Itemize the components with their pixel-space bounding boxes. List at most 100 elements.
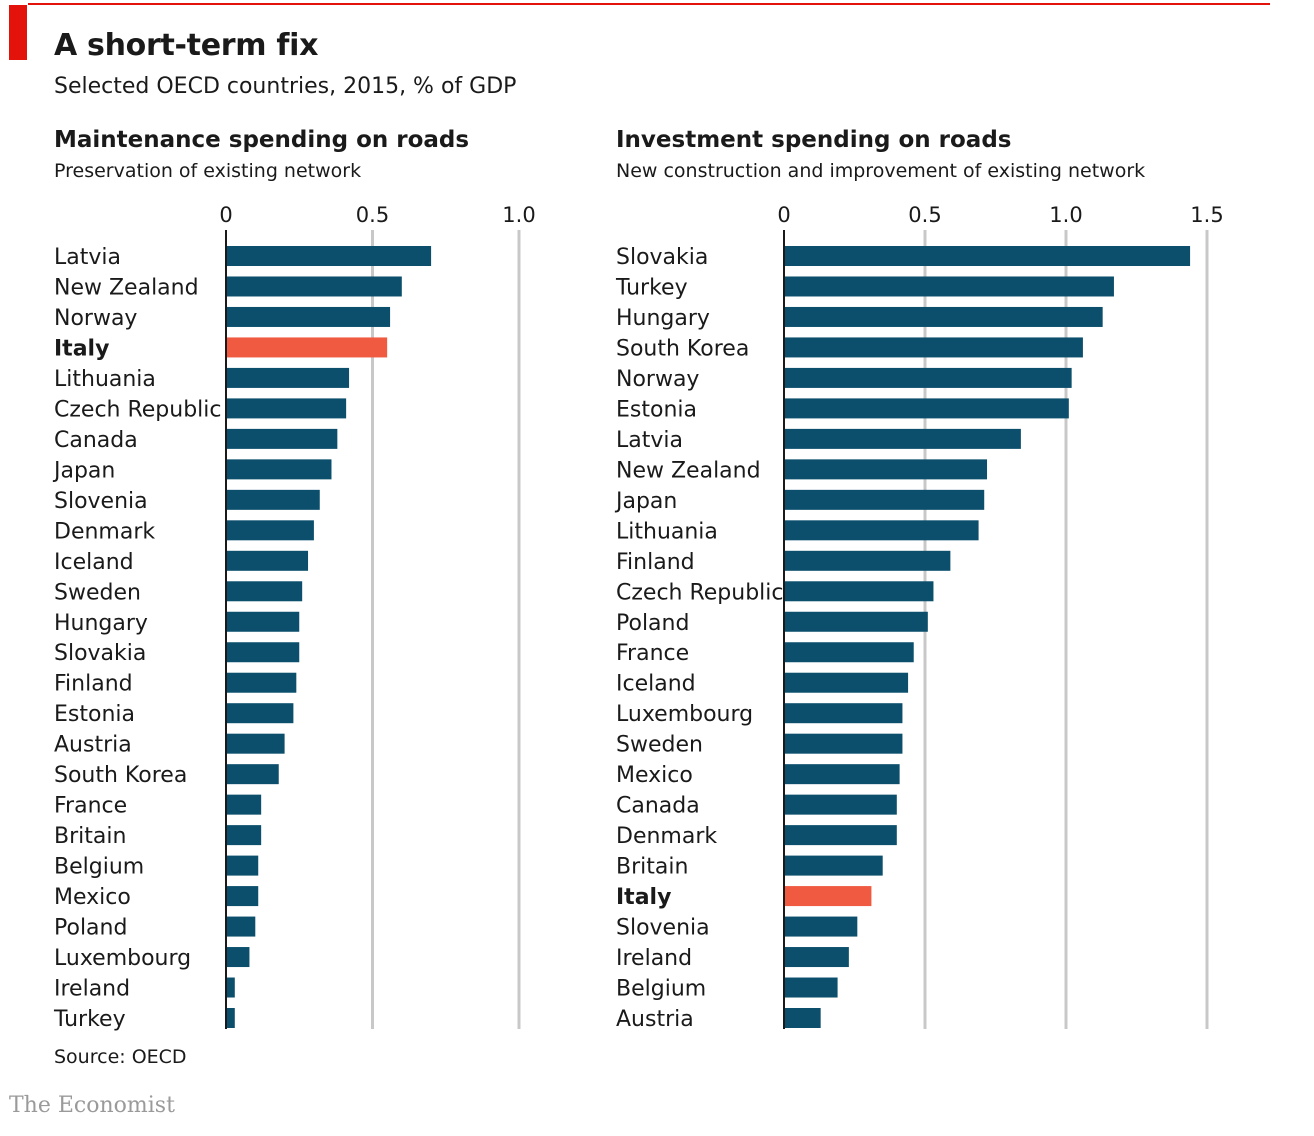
bar-turkey xyxy=(226,1008,235,1028)
category-label: Norway xyxy=(616,367,699,392)
bar-mexico xyxy=(784,764,900,785)
bar-italy xyxy=(784,886,872,907)
bar-canada xyxy=(784,794,897,815)
category-label: Canada xyxy=(616,794,700,819)
chart-subtitle: Selected OECD countries, 2015, % of GDP xyxy=(54,74,517,99)
category-label: Japan xyxy=(614,489,677,514)
category-label: Slovenia xyxy=(616,916,710,941)
category-label: Denmark xyxy=(616,824,717,849)
category-label: Lithuania xyxy=(616,519,718,544)
category-label: Czech Republic xyxy=(54,397,222,422)
category-label: South Korea xyxy=(54,763,187,788)
bar-slovenia xyxy=(226,489,320,510)
category-label: Lithuania xyxy=(54,367,156,392)
category-label: Denmark xyxy=(54,519,155,544)
bar-britain xyxy=(226,825,262,846)
category-label: Finland xyxy=(616,550,695,575)
category-label: Britain xyxy=(54,824,126,849)
bar-italy xyxy=(226,337,388,358)
category-label: New Zealand xyxy=(54,275,199,300)
right-panel-title: Investment spending on roads xyxy=(616,127,1012,153)
bar-japan xyxy=(784,489,985,510)
bar-sweden xyxy=(784,733,903,754)
x-tick-label: 1.0 xyxy=(502,203,535,227)
bar-denmark xyxy=(226,520,314,541)
bar-sweden xyxy=(226,581,303,602)
category-label: Mexico xyxy=(616,763,693,788)
category-label: Mexico xyxy=(54,885,131,910)
x-tick-label: 1.0 xyxy=(1049,203,1082,227)
bar-britain xyxy=(784,855,883,876)
category-label: Turkey xyxy=(615,275,688,300)
bar-new-zealand xyxy=(784,459,988,480)
category-label: Estonia xyxy=(54,702,135,727)
investment-bar-chart: 0 0.5 1.0 1.5 Slovakia Turkey Hungary South Kor… xyxy=(614,203,1224,1032)
x-tick-label: 0 xyxy=(777,203,790,227)
bar-slovenia xyxy=(784,916,858,937)
bar-mexico xyxy=(226,886,259,907)
category-label: Turkey xyxy=(53,1007,126,1032)
category-label: Sweden xyxy=(616,733,703,758)
category-label: Poland xyxy=(54,916,127,941)
bar-estonia xyxy=(784,398,1069,419)
bar-finland xyxy=(784,550,951,571)
bar-estonia xyxy=(226,703,294,724)
category-label: Canada xyxy=(54,428,138,453)
category-label: Slovenia xyxy=(54,489,148,514)
category-label: Ireland xyxy=(54,977,130,1002)
maintenance-bar-chart: 0 0.5 1.0 Latvia New Zealand Norway Italy Lithu… xyxy=(52,203,536,1032)
bar-austria xyxy=(784,1008,821,1028)
category-label: Austria xyxy=(54,733,132,758)
category-label: Belgium xyxy=(616,977,706,1002)
bar-hungary xyxy=(784,306,1103,327)
category-label: Luxembourg xyxy=(54,946,191,971)
bar-france xyxy=(784,642,914,663)
publisher-logo: The Economist xyxy=(9,1093,175,1118)
category-label: Latvia xyxy=(54,245,121,270)
bar-austria xyxy=(226,733,285,754)
bar-belgium xyxy=(784,977,838,998)
bar-hungary xyxy=(226,611,300,632)
bar-turkey xyxy=(784,276,1114,297)
category-label: Italy xyxy=(616,885,671,910)
bar-norway xyxy=(226,306,391,327)
category-label: Luxembourg xyxy=(616,702,753,727)
category-label: Ireland xyxy=(616,946,692,971)
bar-lithuania xyxy=(784,520,979,541)
category-label: Iceland xyxy=(616,672,696,697)
left-panel-subtitle: Preservation of existing network xyxy=(54,160,362,182)
bar-south-korea xyxy=(784,337,1083,358)
bar-canada xyxy=(226,428,338,449)
bar-poland xyxy=(226,916,256,937)
category-label: Iceland xyxy=(54,550,134,575)
bar-finland xyxy=(226,672,297,693)
bar-iceland xyxy=(784,672,909,693)
bar-luxembourg xyxy=(226,947,250,968)
bar-denmark xyxy=(784,825,897,846)
category-label: Japan xyxy=(52,458,115,483)
bar-slovakia xyxy=(226,642,300,663)
bar-iceland xyxy=(226,550,309,571)
category-label: Hungary xyxy=(616,306,710,331)
bar-south-korea xyxy=(226,764,279,785)
category-label: South Korea xyxy=(616,336,749,361)
category-label: France xyxy=(54,794,127,819)
source-note: Source: OECD xyxy=(54,1046,187,1068)
bar-ireland xyxy=(226,977,235,998)
bar-czech-republic xyxy=(784,581,934,602)
category-label: Italy xyxy=(54,336,109,361)
category-label: Slovakia xyxy=(54,641,146,666)
bar-luxembourg xyxy=(784,703,903,724)
bar-belgium xyxy=(226,855,259,876)
bar-latvia xyxy=(784,428,1021,449)
bar-new-zealand xyxy=(226,276,402,297)
red-tag-marker xyxy=(9,5,27,60)
bar-poland xyxy=(784,611,928,632)
category-label: Belgium xyxy=(54,855,144,880)
category-label: Finland xyxy=(54,672,133,697)
category-label: Britain xyxy=(616,855,688,880)
category-label: Norway xyxy=(54,306,137,331)
x-tick-label: 0.5 xyxy=(908,203,941,227)
bar-czech-republic xyxy=(226,398,347,419)
category-label: Hungary xyxy=(54,611,148,636)
